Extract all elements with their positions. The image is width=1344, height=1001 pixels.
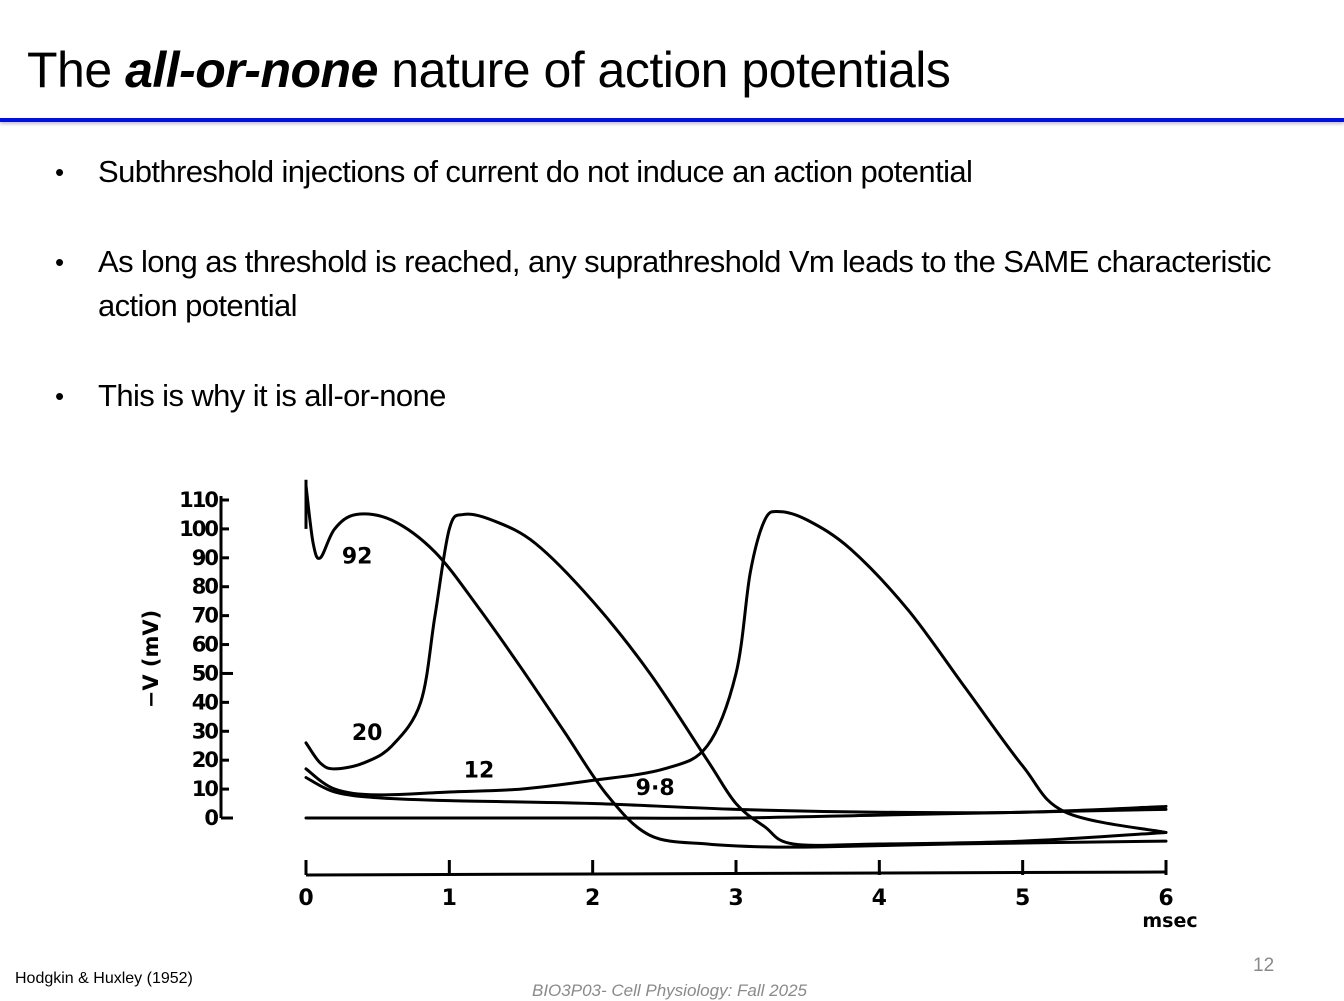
svg-text:msec: msec [1142, 910, 1197, 932]
title-divider [0, 118, 1344, 122]
curve-labels: 92 20 12 9·8 [342, 545, 675, 801]
svg-text:20: 20 [192, 748, 219, 772]
svg-text:60: 60 [192, 633, 219, 657]
svg-text:110: 110 [179, 488, 218, 512]
svg-text:6: 6 [1158, 886, 1173, 911]
svg-text:2: 2 [585, 886, 600, 911]
title-pre: The [27, 42, 126, 98]
svg-text:100: 100 [179, 517, 218, 541]
svg-text:3: 3 [728, 886, 743, 911]
svg-text:30: 30 [192, 719, 219, 743]
svg-text:12: 12 [464, 759, 495, 784]
bullet-item: Subthreshold injections of current do no… [55, 150, 1305, 194]
series-baseline [304, 807, 1168, 820]
chart-series [304, 479, 1168, 849]
svg-text:40: 40 [192, 690, 219, 714]
svg-text:10: 10 [192, 777, 219, 801]
svg-text:1: 1 [442, 886, 457, 911]
svg-text:70: 70 [192, 604, 219, 628]
course-footer: BIO3P03- Cell Physiology: Fall 2025 [532, 981, 807, 1000]
bullet-item: As long as threshold is reached, any sup… [55, 240, 1305, 328]
y-axis: 0 10 20 30 40 50 60 70 80 90 100 110 −V (mV) [139, 488, 233, 830]
svg-text:4: 4 [872, 886, 887, 911]
bullet-list: Subthreshold injections of current do no… [55, 150, 1305, 464]
svg-text:80: 80 [192, 575, 219, 599]
slide-title: The all-or-none nature of action potenti… [27, 40, 951, 100]
svg-text:9·8: 9·8 [636, 776, 675, 801]
series-92 [304, 484, 1168, 849]
title-post: nature of action potentials [377, 42, 951, 98]
title-emphasis: all-or-none [125, 42, 378, 98]
svg-text:5: 5 [1015, 886, 1030, 911]
svg-text:0: 0 [204, 806, 218, 830]
svg-text:50: 50 [192, 661, 219, 685]
svg-text:92: 92 [342, 545, 373, 570]
series-12 [304, 509, 1168, 834]
page-number: 12 [1253, 955, 1275, 976]
series-9.8 [304, 776, 1168, 815]
citation: Hodgkin & Huxley (1952) [15, 970, 193, 987]
svg-text:0: 0 [298, 886, 313, 911]
svg-text:90: 90 [192, 546, 219, 570]
svg-text:−V (mV): −V (mV) [139, 610, 163, 709]
series-20 [304, 512, 1168, 847]
svg-text:20: 20 [352, 721, 383, 746]
bullet-item: This is why it is all-or-none [55, 374, 1305, 418]
